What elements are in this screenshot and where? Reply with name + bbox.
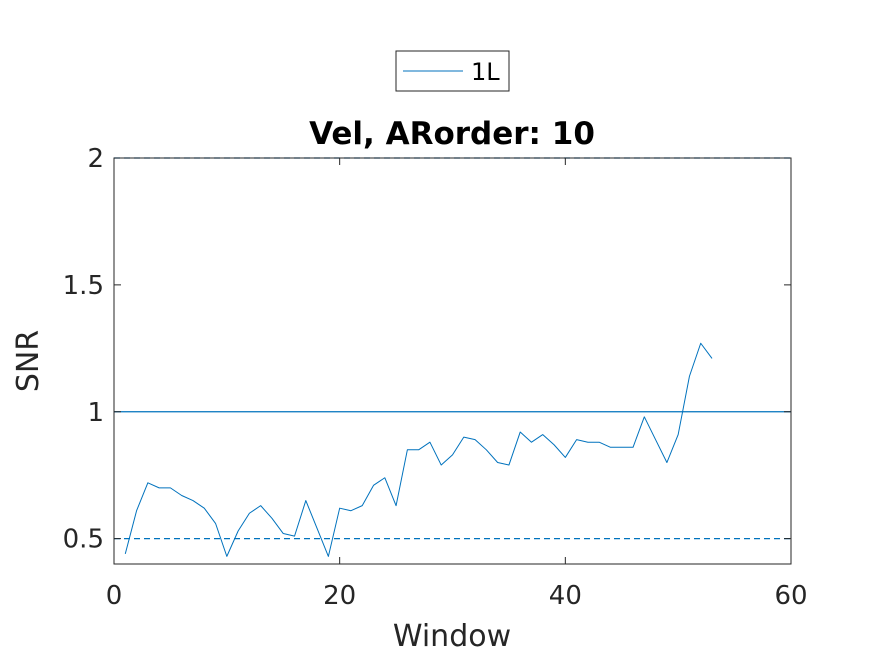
y-axis-label: SNR	[11, 330, 46, 392]
series-line-1l	[124, 342, 713, 557]
tick-labels: 0 20 40 60 0.5 1 1.5 2	[63, 144, 808, 611]
x-axis-label: Window	[393, 619, 511, 654]
y-tick-label: 1	[87, 398, 104, 428]
series-layer	[124, 342, 713, 557]
y-tick-label: 1.5	[63, 271, 104, 301]
x-tick-label: 40	[549, 581, 582, 611]
x-tick-label: 20	[323, 581, 356, 611]
y-tick-label: 2	[87, 144, 104, 174]
legend: 1L	[395, 50, 510, 92]
chart-title: Vel, ARorder: 10	[309, 116, 595, 152]
plot-area	[114, 158, 791, 564]
legend-entry-1l: 1L	[471, 58, 500, 86]
x-tick-label: 60	[774, 581, 807, 611]
y-tick-label: 0.5	[63, 525, 104, 555]
ticks	[113, 157, 792, 564]
x-tick-label: 0	[106, 581, 123, 611]
axes-box	[113, 157, 792, 565]
